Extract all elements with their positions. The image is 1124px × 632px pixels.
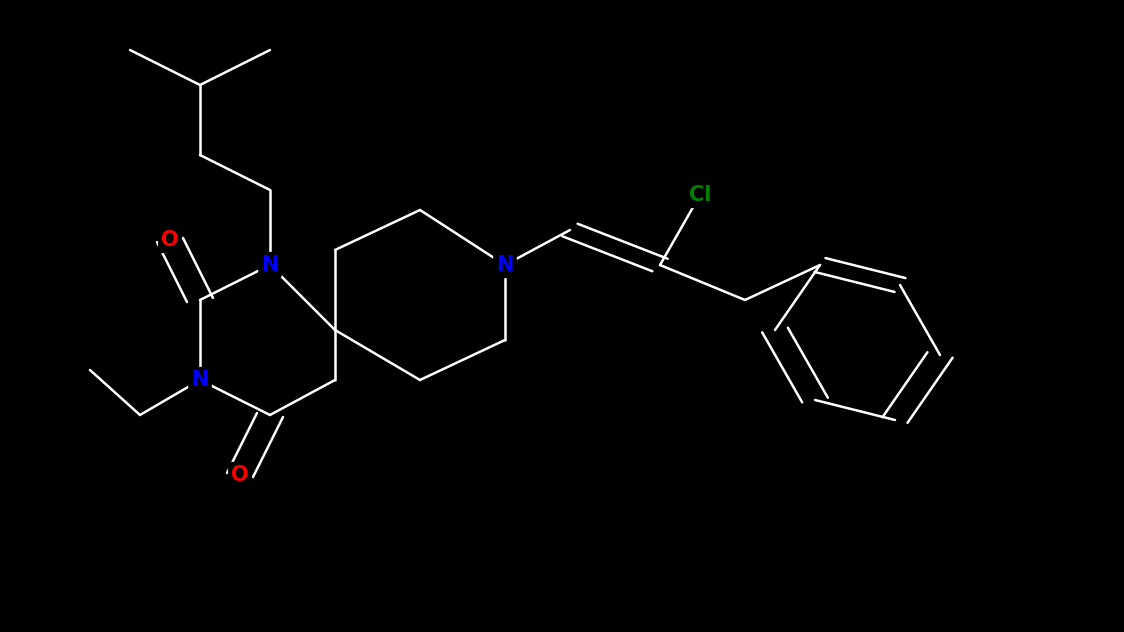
Text: N: N bbox=[497, 255, 514, 275]
Text: Cl: Cl bbox=[689, 185, 711, 205]
Text: O: O bbox=[161, 230, 179, 250]
Text: O: O bbox=[232, 465, 248, 485]
Text: N: N bbox=[191, 370, 209, 390]
Text: N: N bbox=[261, 255, 279, 275]
